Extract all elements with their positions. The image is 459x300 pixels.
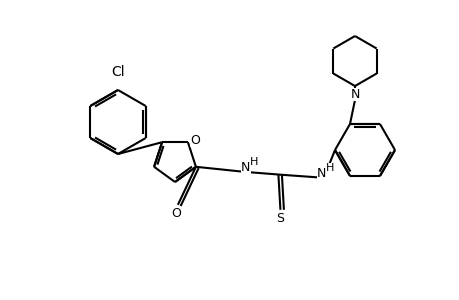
Text: N: N [350,88,359,100]
Text: O: O [190,134,199,147]
Text: H: H [325,163,333,173]
Text: H: H [249,157,257,167]
Text: N: N [317,167,326,180]
Text: S: S [275,212,283,225]
Text: N: N [241,161,250,174]
Text: O: O [171,207,180,220]
Text: Cl: Cl [111,65,124,79]
